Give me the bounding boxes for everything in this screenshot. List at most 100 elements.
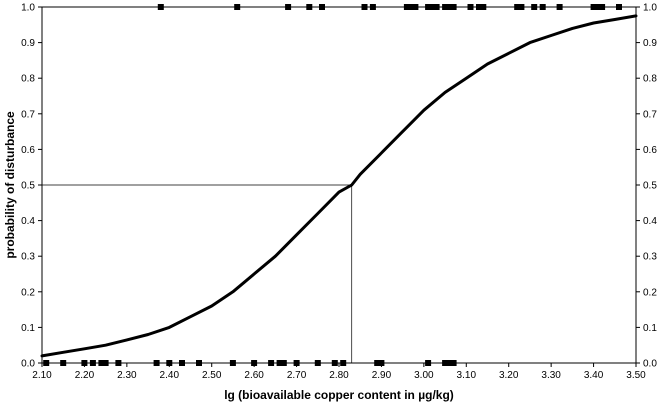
disturbed-observation-marker	[285, 4, 292, 10]
disturbed-observation-marker	[429, 4, 436, 10]
undisturbed-observation-marker	[450, 360, 457, 366]
reference-lines	[42, 184, 353, 363]
right-y-tick-label: 0.1	[643, 323, 657, 334]
disturbed-observation-marker	[476, 4, 482, 10]
disturbed-observation-marker	[531, 4, 538, 10]
undisturbed-observation-marker	[340, 360, 347, 366]
undisturbed-observation-marker	[229, 360, 236, 366]
y-tick-label: 0.4	[21, 216, 35, 227]
undisturbed-observation-marker	[374, 360, 381, 366]
disturbed-observation-marker	[590, 4, 597, 10]
right-y-tick-label: 0.5	[643, 181, 657, 192]
x-tick-label: 3.50	[626, 370, 646, 381]
undisturbed-observation-marker	[166, 360, 173, 366]
undisturbed-observation-marker	[293, 360, 300, 366]
disturbed-observation-marker	[319, 4, 325, 10]
undisturbed-observation-marker	[268, 360, 275, 366]
undisturbed-observation-marker	[280, 360, 287, 366]
x-tick-label: 2.80	[329, 370, 349, 381]
undisturbed-observation-marker	[43, 360, 50, 366]
right-y-tick-label: 0.6	[643, 145, 657, 156]
undisturbed-observation-marker	[331, 360, 338, 366]
disturbed-markers	[157, 4, 622, 10]
undisturbed-observation-marker	[314, 360, 321, 366]
undisturbed-observation-marker	[153, 360, 160, 366]
right-y-tick-label: 0.3	[643, 252, 657, 263]
x-tick-label: 3.10	[457, 370, 477, 381]
undisturbed-observation-marker	[89, 360, 96, 366]
y-tick-label: 0.0	[21, 359, 35, 370]
disturbed-observation-marker	[514, 4, 521, 10]
x-tick-label: 3.40	[584, 370, 604, 381]
undisturbed-observation-marker	[115, 360, 122, 366]
x-tick-label: 2.30	[117, 370, 137, 381]
x-axis-title: lg (bioavailable copper content in µg/kg…	[224, 388, 454, 402]
left-y-axis-ticks: 0.0 0.1 0.2 0.3 0.4 0.5 0.6 0.7 0.8 0.9 1.0	[21, 3, 42, 370]
y-axis-title: probability of disturbance	[3, 111, 17, 259]
right-y-tick-label: 1.0	[643, 3, 657, 14]
disturbed-observation-marker	[442, 4, 449, 10]
undisturbed-observation-marker	[442, 360, 449, 366]
undisturbed-observation-marker	[276, 360, 283, 366]
right-y-tick-label: 0.8	[643, 74, 657, 85]
x-axis-ticks: 2.10 2.20 2.30 2.40 2.50 2.60 2.70 2.80 2.90 3.00…	[32, 363, 646, 381]
y-tick-label: 1.0	[21, 3, 35, 14]
undisturbed-observation-marker	[378, 360, 385, 366]
y-tick-label: 0.6	[21, 145, 35, 156]
disturbed-observation-marker	[446, 4, 453, 10]
right-y-tick-label: 0.0	[643, 359, 657, 370]
disturbed-observation-marker	[518, 4, 525, 10]
disturbed-observation-marker	[403, 4, 410, 10]
y-tick-label: 0.8	[21, 74, 35, 85]
disturbed-observation-marker	[361, 4, 368, 10]
undisturbed-observation-marker	[446, 360, 453, 366]
disturbed-observation-marker	[157, 4, 164, 10]
y-tick-label: 0.2	[21, 287, 35, 298]
y-tick-label: 0.5	[21, 181, 35, 192]
undisturbed-observation-marker	[81, 360, 88, 366]
y-tick-label: 0.3	[21, 252, 35, 263]
disturbed-observation-marker	[556, 4, 563, 10]
y-tick-label: 0.1	[21, 323, 35, 334]
undisturbed-observation-marker	[425, 360, 432, 366]
right-y-tick-label: 0.9	[643, 38, 657, 49]
x-tick-label: 2.50	[202, 370, 222, 381]
x-tick-label: 2.40	[160, 370, 180, 381]
disturbed-observation-marker	[450, 4, 457, 10]
logistic-curve-layer	[40, 14, 638, 358]
x-tick-label: 3.30	[541, 370, 561, 381]
disturbed-observation-marker	[425, 4, 432, 10]
disturbed-observation-marker	[433, 4, 440, 10]
right-y-tick-label: 0.4	[643, 216, 657, 227]
undisturbed-observation-marker	[179, 360, 185, 366]
disturbed-observation-marker	[408, 4, 415, 10]
x-tick-label: 2.90	[372, 370, 392, 381]
undisturbed-observation-marker	[98, 360, 105, 366]
x-tick-label: 2.70	[287, 370, 307, 381]
disturbed-observation-marker	[480, 4, 487, 10]
disturbed-observation-marker	[599, 4, 606, 10]
disturbed-observation-marker	[467, 4, 474, 10]
undisturbed-observation-marker	[196, 360, 202, 366]
x-tick-label: 2.60	[244, 370, 264, 381]
x-tick-label: 3.20	[499, 370, 519, 381]
undisturbed-observation-marker	[251, 360, 258, 366]
undisturbed-observation-marker	[102, 360, 109, 366]
x-tick-label: 2.20	[75, 370, 95, 381]
disturbed-observation-marker	[539, 4, 546, 10]
undisturbed-observation-marker	[60, 360, 67, 366]
right-y-tick-label: 0.2	[643, 287, 657, 298]
undisturbed-markers	[43, 360, 457, 366]
right-y-tick-label: 0.7	[643, 109, 657, 120]
disturbed-observation-marker	[594, 4, 601, 10]
disturbed-observation-marker	[369, 4, 376, 10]
logistic-curve-line	[40, 14, 638, 358]
x-tick-label: 2.10	[32, 370, 52, 381]
right-y-axis-ticks: 0.0 0.1 0.2 0.3 0.4 0.5 0.6 0.7 0.8 0.9 1.0	[636, 3, 657, 370]
y-tick-label: 0.7	[21, 109, 35, 120]
disturbed-observation-marker	[412, 4, 419, 10]
disturbed-observation-marker	[234, 4, 241, 10]
disturbed-observation-marker	[306, 4, 313, 10]
y-tick-label: 0.9	[21, 38, 35, 49]
